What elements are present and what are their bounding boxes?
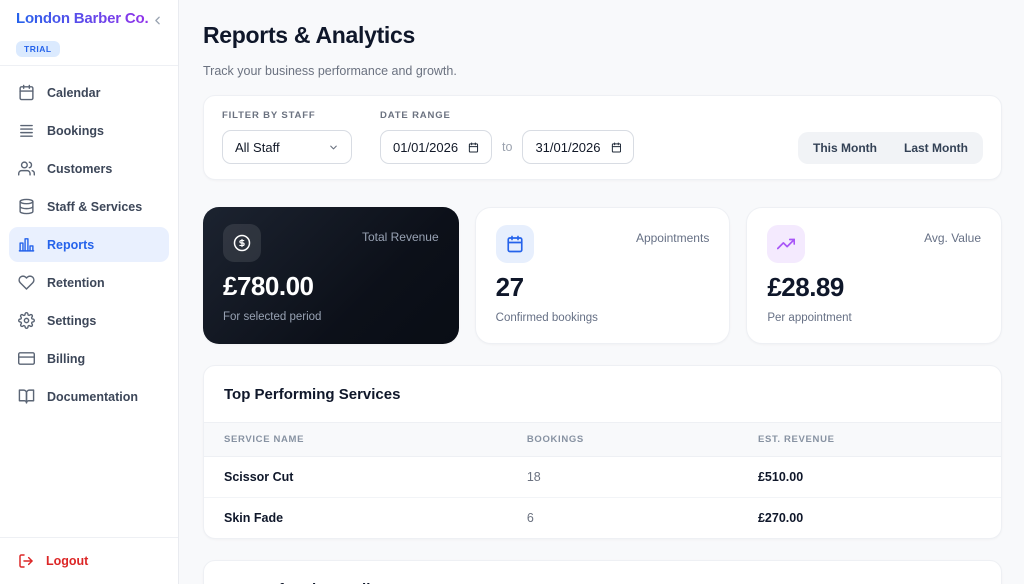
stat-card-total-revenue: Total Revenue £780.00 For selected perio… [203, 207, 459, 344]
main-content: Reports & Analytics Track your business … [179, 0, 1024, 584]
sidebar-item-label: Documentation [47, 389, 138, 404]
staff-filter-group: FILTER BY STAFF All Staff [222, 110, 352, 164]
bookings-cell: 18 [526, 470, 541, 484]
sidebar-item-documentation[interactable]: Documentation [9, 379, 169, 414]
logout-button[interactable]: Logout [0, 537, 178, 584]
stat-label: Appointments [635, 231, 710, 245]
date-to-value: 31/01/2026 [535, 139, 601, 155]
stat-label: Total Revenue [361, 230, 439, 244]
top-services-table: SERVICE NAME BOOKINGS EST. REVENUE Sciss… [204, 422, 1001, 538]
sidebar-item-reports[interactable]: Reports [9, 227, 169, 262]
sidebar-item-label: Settings [47, 313, 97, 328]
list-icon [20, 124, 33, 137]
sidebar-item-label: Calendar [47, 85, 101, 100]
stat-card-avg-value: Avg. Value £28.89 Per appointment [746, 207, 1002, 344]
column-header-est-revenue: EST. REVENUE [737, 422, 1001, 457]
staff-select[interactable]: All Staff [222, 130, 352, 164]
staff-filter-label: FILTER BY STAFF [222, 110, 316, 121]
date-range-label: DATE RANGE [380, 110, 451, 121]
page-subtitle: Track your business performance and grow… [203, 64, 457, 78]
stat-value: 27 [495, 272, 524, 302]
gear-icon [18, 312, 35, 329]
credit-card-icon [18, 352, 35, 365]
service-name-cell: Scissor Cut [224, 470, 294, 484]
stat-label: Avg. Value [924, 231, 981, 245]
sidebar-item-label: Billing [47, 351, 86, 366]
revenue-cell: £270.00 [737, 497, 1001, 538]
logout-icon [19, 554, 33, 568]
stat-caption: For selected period [223, 311, 322, 323]
table-row: Skin Fade 6 £270.00 [204, 497, 1001, 538]
sidebar-item-retention[interactable]: Retention [9, 265, 169, 300]
sidebar-item-customers[interactable]: Customers [9, 151, 169, 186]
page-title: Reports & Analytics [203, 22, 416, 48]
dollar-circle-icon [223, 224, 261, 262]
top-services-title: Top Performing Services [224, 386, 401, 403]
calendar-icon [495, 225, 534, 263]
table-row: Scissor Cut 18 £510.00 [204, 457, 1001, 498]
trending-up-icon [767, 225, 806, 263]
date-from-input[interactable]: 01/01/2026 [380, 130, 492, 164]
table-header-row: SERVICE NAME BOOKINGS EST. REVENUE [204, 422, 1001, 457]
sidebar-item-label: Retention [47, 275, 105, 290]
sidebar-item-label: Customers [47, 161, 113, 176]
book-icon [18, 389, 35, 404]
stat-caption: Per appointment [767, 312, 852, 324]
trial-badge: TRIAL [16, 41, 60, 57]
column-header-service-name: SERVICE NAME [204, 422, 507, 457]
sidebar-item-label: Staff & Services [47, 199, 143, 214]
bookings-cell: 6 [506, 497, 738, 538]
calendar-icon [19, 84, 34, 101]
last-month-button[interactable]: Last Month [904, 141, 968, 155]
date-range-group: DATE RANGE 01/01/2026 to 31/01/2026 [380, 110, 635, 164]
sidebar-item-settings[interactable]: Settings [9, 303, 169, 338]
heart-icon [18, 275, 35, 290]
sidebar-item-label: Reports [47, 237, 95, 252]
filter-bar: FILTER BY STAFF All Staff DATE RANGE 01/… [203, 95, 1002, 180]
top-stylists-card: Top Performing Stylists [203, 560, 1002, 584]
sidebar-item-calendar[interactable]: Calendar [9, 75, 169, 110]
staff-select-value: All Staff [235, 139, 280, 155]
chevron-left-icon [155, 16, 160, 25]
stat-value: £780.00 [223, 271, 314, 301]
stat-card-appointments: Appointments 27 Confirmed bookings [474, 207, 731, 344]
top-services-card: Top Performing Services SERVICE NAME BOO… [203, 365, 1002, 539]
calendar-icon [468, 141, 479, 153]
stat-value: £28.89 [767, 272, 844, 302]
database-icon [19, 198, 34, 215]
sidebar-nav: Calendar Bookings Customers Staff & Serv… [0, 66, 178, 537]
sidebar-collapse-button[interactable] [149, 12, 166, 34]
date-to-input[interactable]: 31/01/2026 [522, 130, 635, 164]
users-icon [18, 161, 35, 176]
brand-logo[interactable]: London Barber Co. [16, 10, 149, 27]
sidebar-item-label: Bookings [47, 123, 104, 138]
date-range-separator: to [502, 140, 513, 154]
top-stylists-title: Top Performing Stylists [204, 561, 1001, 584]
logout-label: Logout [46, 554, 89, 568]
calendar-icon [611, 141, 621, 153]
sidebar-header: London Barber Co. TRIAL [0, 0, 178, 66]
bar-chart-icon [18, 238, 35, 252]
date-from-value: 01/01/2026 [393, 139, 459, 155]
quick-date-buttons: This Month Last Month [798, 132, 983, 164]
sidebar-item-billing[interactable]: Billing [9, 341, 169, 376]
sidebar: London Barber Co. TRIAL Calendar Booking… [0, 0, 179, 584]
revenue-cell: £510.00 [757, 470, 804, 484]
this-month-button[interactable]: This Month [813, 141, 877, 155]
sidebar-item-staff-services[interactable]: Staff & Services [9, 189, 169, 224]
sidebar-item-bookings[interactable]: Bookings [9, 113, 169, 148]
chevron-down-icon [330, 145, 337, 149]
stat-caption: Confirmed bookings [495, 312, 598, 324]
service-name-cell: Skin Fade [204, 497, 507, 538]
stats-row: Total Revenue £780.00 For selected perio… [203, 207, 1002, 344]
column-header-bookings: BOOKINGS [506, 422, 738, 457]
